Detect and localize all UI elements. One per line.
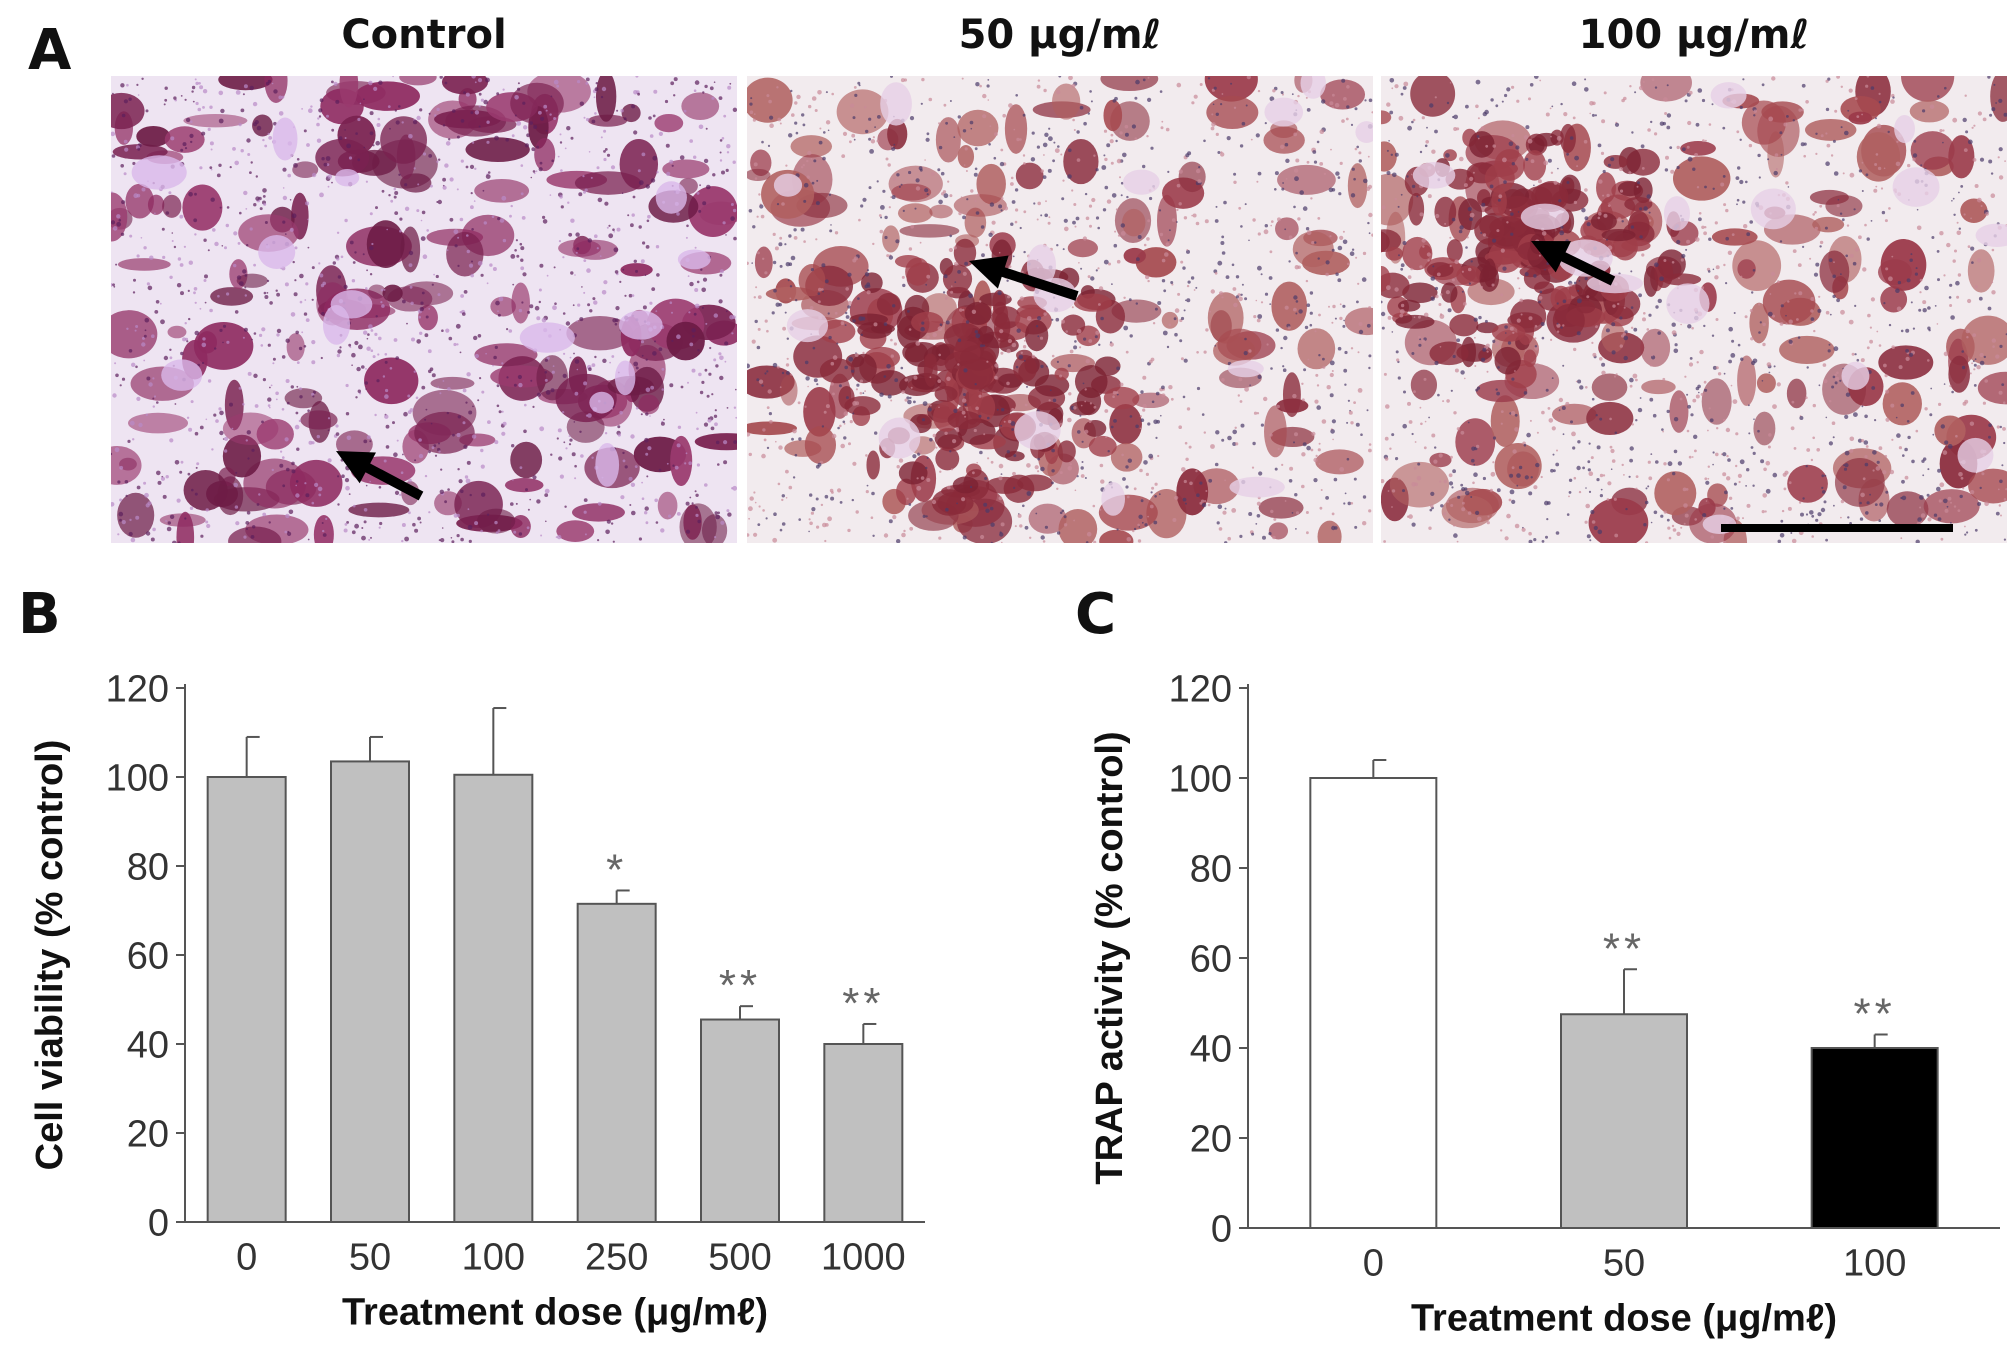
- y-axis-label: TRAP activity (% control): [1089, 731, 1131, 1184]
- arrow-icon: [988, 263, 1079, 301]
- arrowhead-icon: [1531, 241, 1571, 273]
- bar-0: [1309, 777, 1438, 1229]
- bar-0: [206, 776, 287, 1223]
- scale-bar: [1721, 524, 1953, 532]
- x-tick-label-0: 0: [236, 1237, 257, 1279]
- x-tick-label-250: 250: [585, 1237, 648, 1279]
- arrowhead-icon: [969, 255, 1009, 289]
- micrograph-texture: [1381, 76, 2007, 543]
- significance-500: **: [719, 961, 761, 1010]
- micrograph-50: [747, 76, 1373, 543]
- y-tick-label-80: 80: [1190, 848, 1232, 890]
- significance-100: **: [1854, 990, 1896, 1039]
- y-tick-label-20: 20: [1190, 1118, 1232, 1160]
- x-tick-label-50: 50: [349, 1237, 391, 1279]
- y-tick-label-80: 80: [127, 846, 169, 888]
- x-tick-label-1000: 1000: [821, 1237, 906, 1279]
- bar-100: [1810, 1047, 1939, 1229]
- y-tick-label-40: 40: [127, 1024, 169, 1066]
- bar-500: [700, 1018, 780, 1223]
- y-tick-label-100: 100: [1169, 758, 1232, 800]
- y-tick-label-120: 120: [1169, 668, 1232, 710]
- image-label-control: Control: [341, 12, 507, 58]
- x-axis-label: Treatment dose (μg/mℓ): [342, 1292, 768, 1334]
- image-label-100: 100 μg/mℓ: [1578, 12, 1810, 58]
- x-axis-label: Treatment dose (μg/mℓ): [1411, 1298, 1837, 1340]
- panel-b-letter: B: [18, 582, 61, 647]
- micrograph-texture: [747, 76, 1373, 543]
- y-tick-label-100: 100: [106, 757, 169, 799]
- significance-250: *: [606, 845, 627, 894]
- cell-viability-chart: 0 20 40 60 80 100 120 0 50 100 250 * 500 ** 1000 ** Trea…: [29, 668, 925, 1334]
- y-tick-label-120: 120: [106, 668, 169, 710]
- y-tick-label-0: 0: [148, 1202, 169, 1244]
- image-label-50: 50 μg/mℓ: [958, 12, 1162, 58]
- x-tick-label-100: 100: [462, 1237, 525, 1279]
- significance-1000: **: [842, 979, 884, 1028]
- y-tick-label-40: 40: [1190, 1028, 1232, 1070]
- x-tick-label-100: 100: [1843, 1243, 1906, 1285]
- x-tick-label-500: 500: [708, 1237, 771, 1279]
- y-axis-label: Cell viability (% control): [29, 740, 71, 1171]
- y-tick-label-0: 0: [1211, 1208, 1232, 1250]
- y-tick-label-60: 60: [1190, 938, 1232, 980]
- panel-c-letter: C: [1075, 582, 1117, 647]
- y-tick-label-60: 60: [127, 935, 169, 977]
- bar-50: [330, 760, 410, 1224]
- bar-100: [453, 773, 534, 1223]
- bar-250: [576, 902, 657, 1223]
- y-tick-label-20: 20: [127, 1113, 169, 1155]
- bar-50: [1560, 1013, 1688, 1229]
- micrograph-control: [111, 76, 737, 543]
- bar-1000: [823, 1043, 904, 1223]
- panel-a-letter: A: [28, 18, 72, 83]
- significance-50: **: [1603, 924, 1645, 973]
- arrowhead-icon: [336, 451, 376, 484]
- x-tick-label-50: 50: [1603, 1243, 1645, 1285]
- trap-activity-chart: 0 20 40 60 80 100 120 0 50 ** 100 ** Treatment dose …: [1089, 668, 2000, 1340]
- x-tick-label-0: 0: [1363, 1243, 1384, 1285]
- micrograph-100: [1381, 76, 2007, 543]
